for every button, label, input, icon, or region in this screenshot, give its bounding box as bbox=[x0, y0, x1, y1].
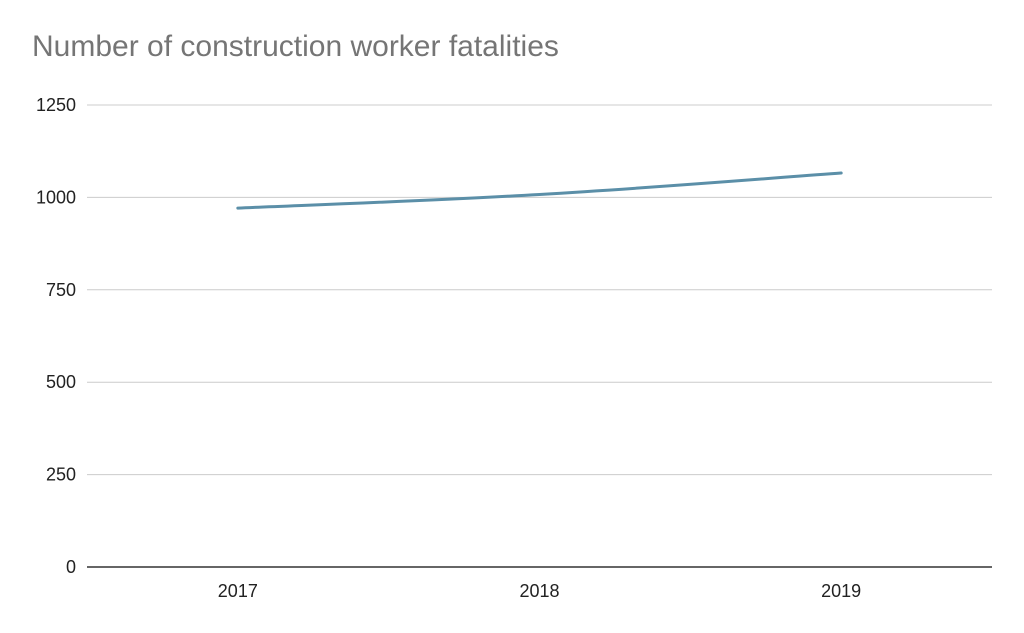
gridlines bbox=[87, 104, 992, 568]
y-tick-label: 250 bbox=[46, 465, 76, 485]
chart-title: Number of construction worker fatalities bbox=[32, 30, 559, 63]
series-line bbox=[236, 171, 843, 210]
y-tick-label: 0 bbox=[66, 557, 76, 577]
x-tick-label: 2017 bbox=[218, 581, 258, 601]
x-axis-ticks: 2017 2018 2019 bbox=[218, 581, 861, 601]
x-tick-label: 2018 bbox=[519, 581, 559, 601]
series-lines bbox=[236, 171, 843, 210]
x-tick-label: 2019 bbox=[821, 581, 861, 601]
y-tick-label: 1250 bbox=[36, 95, 76, 115]
y-tick-label: 750 bbox=[46, 280, 76, 300]
y-axis-ticks: 0 250 500 750 1000 1250 bbox=[36, 95, 76, 577]
y-tick-label: 1000 bbox=[36, 187, 76, 207]
y-tick-label: 500 bbox=[46, 372, 76, 392]
